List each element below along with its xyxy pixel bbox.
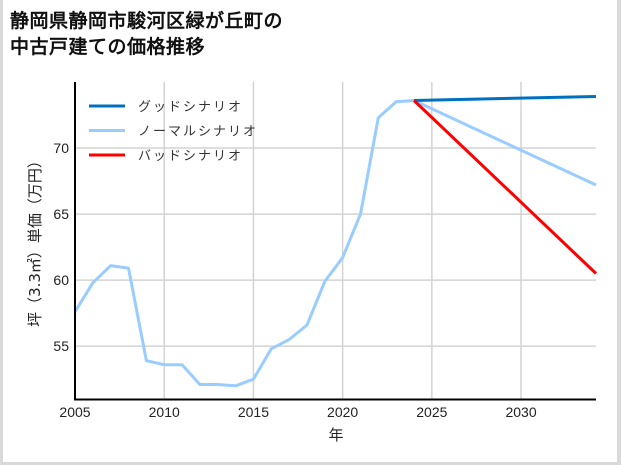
x-tick-labels: 2005 2010 2015 2020 2025 2030 <box>59 404 536 420</box>
series-line-2 <box>412 99 598 275</box>
x-axis-label: 年 <box>328 426 343 444</box>
x-tick-label: 2020 <box>327 404 358 420</box>
y-tick-label: 55 <box>53 338 69 354</box>
x-tick-label: 2025 <box>416 404 447 420</box>
chart-title-line2: 中古戸建ての価格推移 <box>10 36 206 58</box>
chart-frame <box>3 0 617 462</box>
x-tick-label: 2030 <box>505 404 536 420</box>
x-tick-label: 2005 <box>59 404 90 420</box>
x-tick-label: 2010 <box>149 404 180 420</box>
series-line-1 <box>73 99 597 388</box>
grid-lines <box>75 82 596 399</box>
y-tick-label: 60 <box>53 272 69 288</box>
y-tick-labels: 55 60 65 70 <box>53 140 69 354</box>
legend-label: ノーマルシナリオ <box>138 125 258 140</box>
series-line-0 <box>413 95 597 102</box>
chart-title: 静岡県静岡市駿河区緑が丘町の 中古戸建ての価格推移 <box>10 8 283 60</box>
legend-label: バッドシナリオ <box>138 149 243 164</box>
x-tick-label: 2015 <box>238 404 269 420</box>
y-axis-label: 坪（3.3㎡）単価（万円） <box>26 153 44 327</box>
y-tick-label: 70 <box>53 140 69 156</box>
chart-title-line1: 静岡県静岡市駿河区緑が丘町の <box>10 10 284 32</box>
axes <box>74 82 596 401</box>
data-series <box>73 95 598 388</box>
y-tick-label: 65 <box>53 206 69 222</box>
legend-label: グッドシナリオ <box>138 100 243 115</box>
